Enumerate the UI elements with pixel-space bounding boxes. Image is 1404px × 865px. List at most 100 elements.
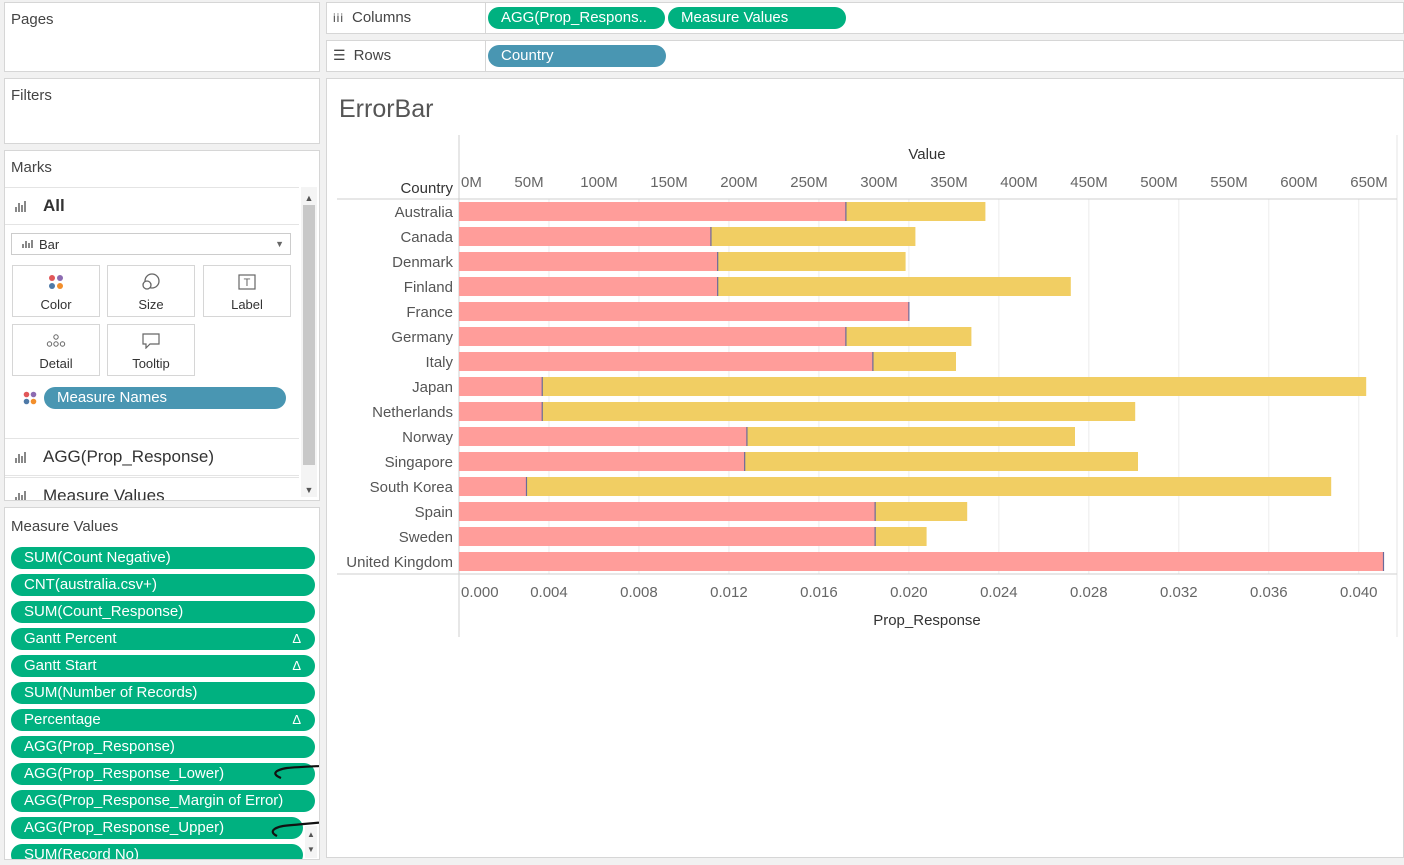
country-label: Germany xyxy=(391,329,453,346)
measure-value-pill[interactable]: SUM(Count Negative) xyxy=(11,547,315,569)
country-label: Australia xyxy=(395,204,454,221)
prop-response-bar xyxy=(459,502,876,521)
rows-shelf[interactable]: ☰ Rows Country xyxy=(326,40,1404,72)
value-bar xyxy=(746,427,1075,446)
size-button[interactable]: Size xyxy=(107,265,195,317)
bottom-axis-tick-label: 0.020 xyxy=(890,584,928,601)
filters-title: Filters xyxy=(11,87,52,104)
bottom-axis-tick-label: 0.040 xyxy=(1340,584,1378,601)
top-axis-tick-label: 100M xyxy=(580,174,618,191)
marks-measure-values-label: Measure Values xyxy=(43,486,165,501)
value-bar xyxy=(710,227,916,246)
prop-response-bar xyxy=(459,552,1384,571)
scroll-up-icon[interactable]: ▲ xyxy=(307,830,315,839)
prop-response-bar xyxy=(459,352,873,371)
rows-shelf-label: Rows xyxy=(353,47,392,64)
country-label: Norway xyxy=(402,429,453,446)
bottom-axis-tick-label: 0.004 xyxy=(530,584,568,601)
value-bar xyxy=(875,502,968,521)
rows-pill-label: Country xyxy=(501,47,554,64)
marks-agg-prop-response-tab[interactable]: AGG(Prop_Response) xyxy=(5,438,299,476)
bottom-axis-tick-label: 0.000 xyxy=(461,584,499,601)
top-axis-tick-label: 550M xyxy=(1210,174,1248,191)
pages-card[interactable]: Pages xyxy=(4,2,320,72)
columns-shelf[interactable]: iii Columns AGG(Prop_Respons.. Measure Va… xyxy=(326,2,1404,34)
value-bar xyxy=(845,327,972,346)
top-axis-tick-label: 450M xyxy=(1070,174,1108,191)
marks-all-tab[interactable]: All xyxy=(5,187,299,225)
country-label: United Kingdom xyxy=(346,554,453,571)
detail-button[interactable]: Detail xyxy=(12,324,100,376)
label-button[interactable]: T Label xyxy=(203,265,291,317)
scroll-down-icon[interactable]: ▼ xyxy=(307,845,315,854)
color-button[interactable]: Color xyxy=(12,265,100,317)
measure-value-pill-label: Gantt Start xyxy=(24,657,97,674)
top-axis-tick-label: 600M xyxy=(1280,174,1318,191)
measure-value-pill-label: SUM(Number of Records) xyxy=(24,684,198,701)
columns-pill-measure-values[interactable]: Measure Values xyxy=(668,7,846,29)
value-bar xyxy=(717,252,906,271)
scroll-down-icon[interactable]: ▼ xyxy=(304,485,314,495)
measure-value-pill[interactable]: AGG(Prop_Response_Margin of Error) xyxy=(11,790,315,812)
measure-value-pill[interactable]: CNT(australia.csv+) xyxy=(11,574,315,596)
delta-icon: Δ xyxy=(292,712,301,727)
mark-type-dropdown[interactable]: Bar ▼ xyxy=(11,233,291,255)
row-header: Country xyxy=(400,180,453,197)
measure-value-pill[interactable]: SUM(Count_Response) xyxy=(11,601,315,623)
country-label: Canada xyxy=(400,229,453,246)
measure-value-pill[interactable]: Gantt Percent Δ xyxy=(11,628,315,650)
marks-measure-values-tab[interactable]: Measure Values xyxy=(5,477,299,501)
measure-value-pill[interactable]: Gantt Start Δ xyxy=(11,655,315,677)
country-label: Sweden xyxy=(399,529,453,546)
country-label: Japan xyxy=(412,379,453,396)
prop-response-bar xyxy=(459,227,711,246)
rows-icon: ☰ xyxy=(333,47,346,63)
label-button-label: Label xyxy=(231,297,263,312)
measure-names-pill[interactable]: Measure Names xyxy=(44,387,286,409)
tooltip-button[interactable]: Tooltip xyxy=(107,324,195,376)
marks-scrollbar[interactable] xyxy=(301,187,317,497)
bottom-axis-tick-label: 0.016 xyxy=(800,584,838,601)
shelf-divider xyxy=(485,3,486,33)
prop-response-bar xyxy=(459,452,745,471)
text-label-icon: T xyxy=(204,272,290,292)
country-label: Singapore xyxy=(385,454,453,471)
measure-value-pill[interactable]: AGG(Prop_Response_Lower) xyxy=(11,763,315,785)
rows-shelf-header: ☰ Rows xyxy=(333,47,391,64)
measure-value-pill-label: AGG(Prop_Response_Lower) xyxy=(24,765,225,782)
marks-agg-label: AGG(Prop_Response) xyxy=(43,447,215,466)
delta-icon: Δ xyxy=(292,631,301,646)
country-label: Italy xyxy=(425,354,453,371)
measure-value-pill-label: SUM(Count_Response) xyxy=(24,603,184,620)
top-axis-tick-label: 300M xyxy=(860,174,898,191)
measure-value-pill-label: Percentage xyxy=(24,711,101,728)
measure-value-pill[interactable]: AGG(Prop_Response_Upper) xyxy=(11,817,303,839)
rows-pill-country[interactable]: Country xyxy=(488,45,666,67)
bottom-axis-tick-label: 0.024 xyxy=(980,584,1018,601)
scroll-up-icon[interactable]: ▲ xyxy=(304,193,314,203)
top-axis-tick-label: 650M xyxy=(1350,174,1388,191)
measure-value-pill[interactable]: SUM(Record No) xyxy=(11,844,303,859)
top-axis-tick-label: 350M xyxy=(930,174,968,191)
country-label: Denmark xyxy=(392,254,453,271)
columns-icon: iii xyxy=(333,11,344,25)
prop-response-bar xyxy=(459,327,846,346)
measure-value-pill[interactable]: AGG(Prop_Response) xyxy=(11,736,315,758)
prop-response-bar xyxy=(459,202,846,221)
bottom-axis-tick-label: 0.032 xyxy=(1160,584,1198,601)
country-label: South Korea xyxy=(370,479,454,496)
top-axis-tick-label: 400M xyxy=(1000,174,1038,191)
top-axis-tick-label: 50M xyxy=(514,174,543,191)
size-button-label: Size xyxy=(138,297,164,312)
columns-pill-agg-prop-response[interactable]: AGG(Prop_Respons.. xyxy=(488,7,665,29)
filters-card[interactable]: Filters xyxy=(4,78,320,144)
color-button-label: Color xyxy=(40,297,72,312)
measure-value-pill[interactable]: SUM(Number of Records) xyxy=(11,682,315,704)
marks-scroll-thumb[interactable] xyxy=(303,205,315,465)
bottom-axis-tick-label: 0.028 xyxy=(1070,584,1108,601)
country-label: Netherlands xyxy=(372,404,453,421)
worksheet-view: ErrorBar Value 0M 50M 100M 150M 200M 250M 300M 3… xyxy=(326,78,1404,858)
prop-response-bar xyxy=(459,427,747,446)
measure-value-pill[interactable]: Percentage Δ xyxy=(11,709,315,731)
bar-chart-icon xyxy=(22,240,33,248)
